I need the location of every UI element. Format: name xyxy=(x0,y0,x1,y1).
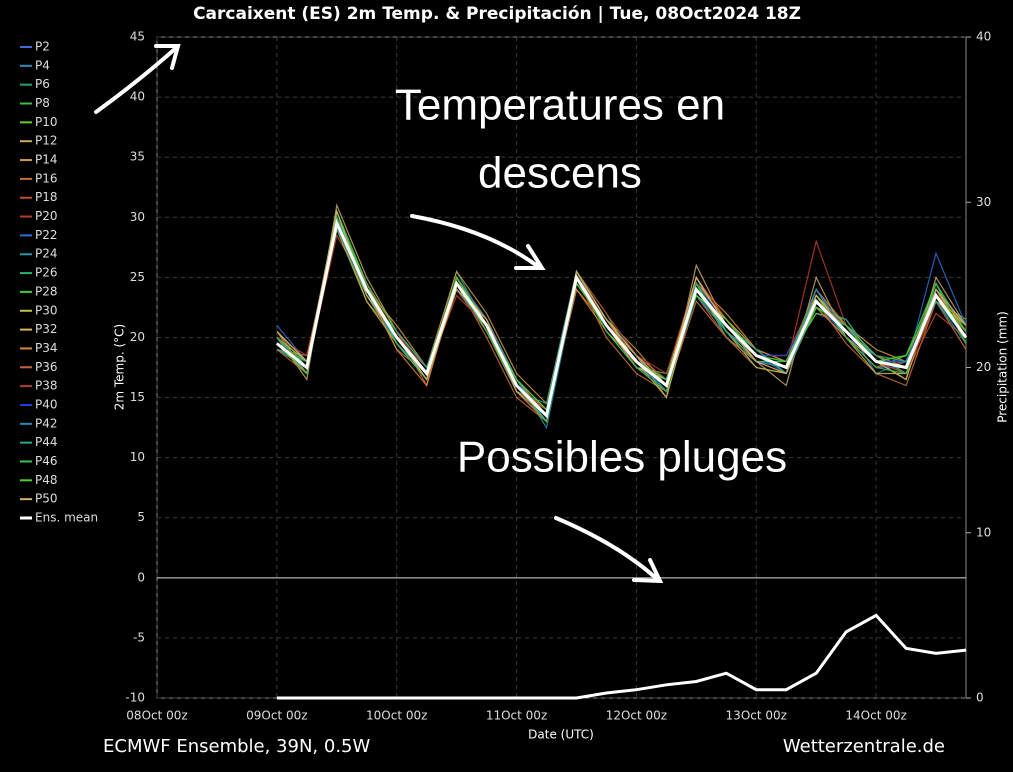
y2-tick-label: 40 xyxy=(976,30,991,44)
y-tick-label: 20 xyxy=(130,330,145,344)
y-tick-label: 10 xyxy=(130,450,145,464)
x-tick-label: 11Oct 00z xyxy=(486,709,547,723)
legend-label: P6 xyxy=(35,77,50,91)
annotation: Possibles pluges xyxy=(457,433,787,482)
legend-label: P28 xyxy=(35,284,58,298)
y2-tick-label: 0 xyxy=(976,691,984,705)
y-tick-label: 35 xyxy=(130,150,145,164)
chart-title: Carcaixent (ES) 2m Temp. & Precipitación… xyxy=(193,4,801,24)
y-tick-label: -5 xyxy=(133,630,145,644)
plot-area xyxy=(156,36,968,700)
legend-label: P26 xyxy=(35,266,58,280)
x-tick-label: 14Oct 00z xyxy=(845,709,906,723)
x-tick-label: 12Oct 00z xyxy=(606,709,667,723)
legend-label: P40 xyxy=(35,397,58,411)
legend-label: P10 xyxy=(35,115,58,129)
y-tick-label: 15 xyxy=(130,390,145,404)
x-tick-label: 13Oct 00z xyxy=(726,709,787,723)
legend-label: P12 xyxy=(35,134,58,148)
annotation: descens xyxy=(478,149,642,198)
legend-label: P16 xyxy=(35,171,58,185)
y-tick-label: 25 xyxy=(130,270,145,284)
y-tick-label: 40 xyxy=(130,90,145,104)
legend-label: P32 xyxy=(35,322,58,336)
arrow xyxy=(554,516,664,584)
x-axis-label: Date (UTC) xyxy=(528,728,594,742)
y-tick-label: -10 xyxy=(125,691,145,705)
legend-label: P24 xyxy=(35,247,58,261)
legend-label: P20 xyxy=(35,209,58,223)
footer-site: Wetterzentrale.de xyxy=(783,736,945,757)
plot-frame xyxy=(156,36,967,699)
y2-tick-label: 20 xyxy=(976,360,991,374)
legend-label: P48 xyxy=(35,473,58,487)
x-tick-label: 08Oct 00z xyxy=(126,709,187,723)
footer-source: ECMWF Ensemble, 39N, 0.5W xyxy=(103,736,370,757)
x-tick-label: 10Oct 00z xyxy=(366,709,427,723)
member-line xyxy=(276,233,967,417)
arrows xyxy=(94,44,664,584)
legend-label: P4 xyxy=(35,58,50,72)
legend-label: P2 xyxy=(35,40,50,54)
y2-axis-label: Precipitation (mm) xyxy=(996,311,1010,423)
legend-label: P30 xyxy=(35,303,58,317)
arrow xyxy=(94,44,181,114)
y-tick-label: 30 xyxy=(130,210,145,224)
legend-label: P22 xyxy=(35,228,58,242)
y-axis-label: 2m Temp. (°C) xyxy=(113,324,127,411)
member-line xyxy=(276,221,967,423)
legend-label: Ens. mean xyxy=(35,511,98,525)
member-line xyxy=(276,215,967,423)
x-tick-label: 09Oct 00z xyxy=(246,709,307,723)
legend-label: P34 xyxy=(35,341,58,355)
y2-tick-label: 10 xyxy=(976,525,991,539)
mean-line xyxy=(276,613,967,700)
mean-line xyxy=(275,218,968,419)
member-line xyxy=(276,227,967,423)
y-tick-label: 0 xyxy=(137,570,145,584)
y-tick-label: 5 xyxy=(137,510,145,524)
legend-label: P44 xyxy=(35,435,58,449)
member-line xyxy=(276,221,967,424)
arrow xyxy=(410,214,546,270)
legend-label: P50 xyxy=(35,492,58,506)
y2-tick-label: 30 xyxy=(976,195,991,209)
member-line xyxy=(276,215,967,430)
legend-label: P38 xyxy=(35,379,58,393)
y-tick-label: 45 xyxy=(130,30,145,44)
legend-label: P36 xyxy=(35,360,58,374)
legend-label: P18 xyxy=(35,190,58,204)
legend-label: P8 xyxy=(35,96,50,110)
annotation: Temperatures en xyxy=(395,81,725,130)
legend-label: P14 xyxy=(35,153,58,167)
legend-label: P42 xyxy=(35,416,58,430)
legend-label: P46 xyxy=(35,454,58,468)
